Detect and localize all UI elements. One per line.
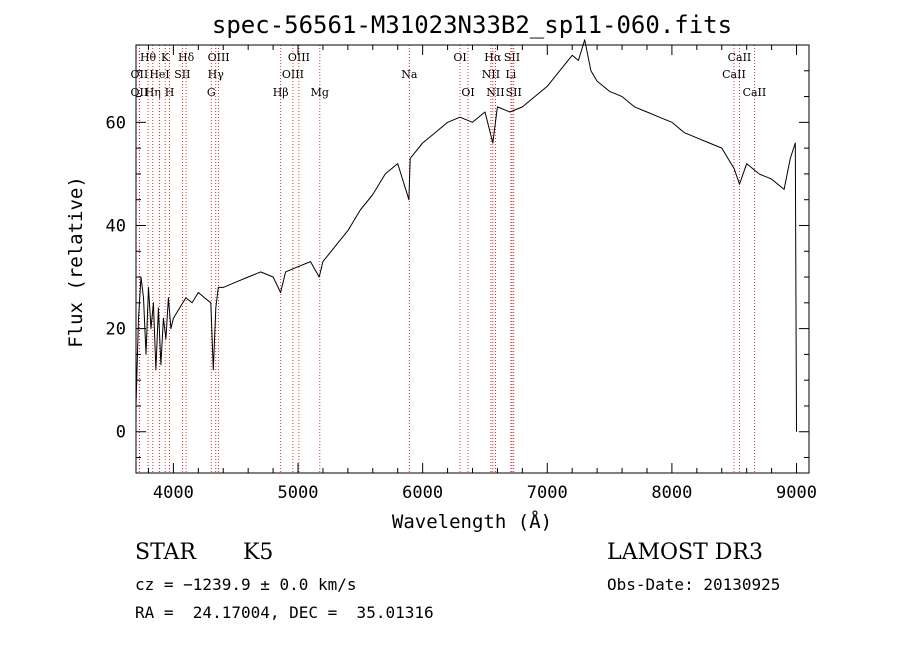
line-label-20: NII [482, 68, 500, 81]
object-subclass: K5 [243, 540, 274, 565]
line-label-3: Hη [145, 86, 161, 99]
y-tick-label-0: 0 [116, 423, 126, 443]
line-label-10: Hγ [208, 68, 225, 81]
line-label-16: Na [401, 68, 418, 81]
line-label-17: OI [453, 51, 466, 64]
series-flux [135, 39, 797, 432]
line-label-13: OIII [282, 68, 304, 81]
line-label-0: Hθ [140, 51, 157, 64]
y-tick-label-2: 40 [106, 216, 126, 236]
x-tick-label-2: 6000 [402, 483, 443, 503]
object-class: STAR [135, 540, 196, 565]
line-label-26: CaII [722, 68, 746, 81]
x-tick-label-3: 7000 [527, 483, 568, 503]
line-label-14: Hβ [273, 86, 289, 99]
chart-title: spec-56561-M31023N33B2_sp11-060.fits [212, 11, 732, 39]
coordinates-text: RA = 24.17004, DEC = 35.01316 [135, 603, 434, 622]
line-label-5: HeI [149, 68, 169, 81]
redshift-text: cz = −1239.9 ± 0.0 km/s [135, 575, 357, 594]
y-tick-label-3: 60 [106, 113, 126, 133]
line-label-25: CaII [728, 51, 752, 64]
line-label-27: CaII [743, 86, 767, 99]
x-tick-label-0: 4000 [153, 483, 194, 503]
x-tick-label-5: 9000 [776, 483, 817, 503]
line-label-7: Hδ [178, 51, 195, 64]
plot-frame [135, 44, 810, 474]
line-label-1: OII [131, 68, 149, 81]
y-axis-label: Flux (relative) [65, 176, 87, 348]
line-label-23: Li [505, 68, 516, 81]
line-label-19: Hα [484, 51, 502, 64]
obs-date-text: Obs-Date: 20130925 [607, 575, 781, 594]
line-label-15: Mg [311, 86, 329, 99]
line-label-4: K [161, 51, 170, 64]
line-label-2: OII [131, 86, 149, 99]
series-layer [135, 39, 797, 432]
y-tick-label-1: 20 [106, 320, 126, 340]
line-label-8: SII [174, 68, 190, 81]
line-label-11: G [207, 86, 216, 99]
axis-ticks: 4000 5000 6000 7000 8000 9000 0 20 40 60 [106, 45, 817, 503]
line-label-24: SII [506, 86, 522, 99]
line-label-18: OI [461, 86, 474, 99]
x-tick-label-1: 5000 [278, 483, 319, 503]
survey-name: LAMOST DR3 [607, 540, 763, 565]
line-label-6: H [165, 86, 175, 99]
line-label-9: OIII [208, 51, 230, 64]
x-axis-label: Wavelength (Å) [392, 510, 552, 533]
line-label-22: SII [504, 51, 520, 64]
x-tick-label-4: 8000 [651, 483, 692, 503]
line-label-12: OIII [288, 51, 310, 64]
line-label-21: NII [486, 86, 504, 99]
